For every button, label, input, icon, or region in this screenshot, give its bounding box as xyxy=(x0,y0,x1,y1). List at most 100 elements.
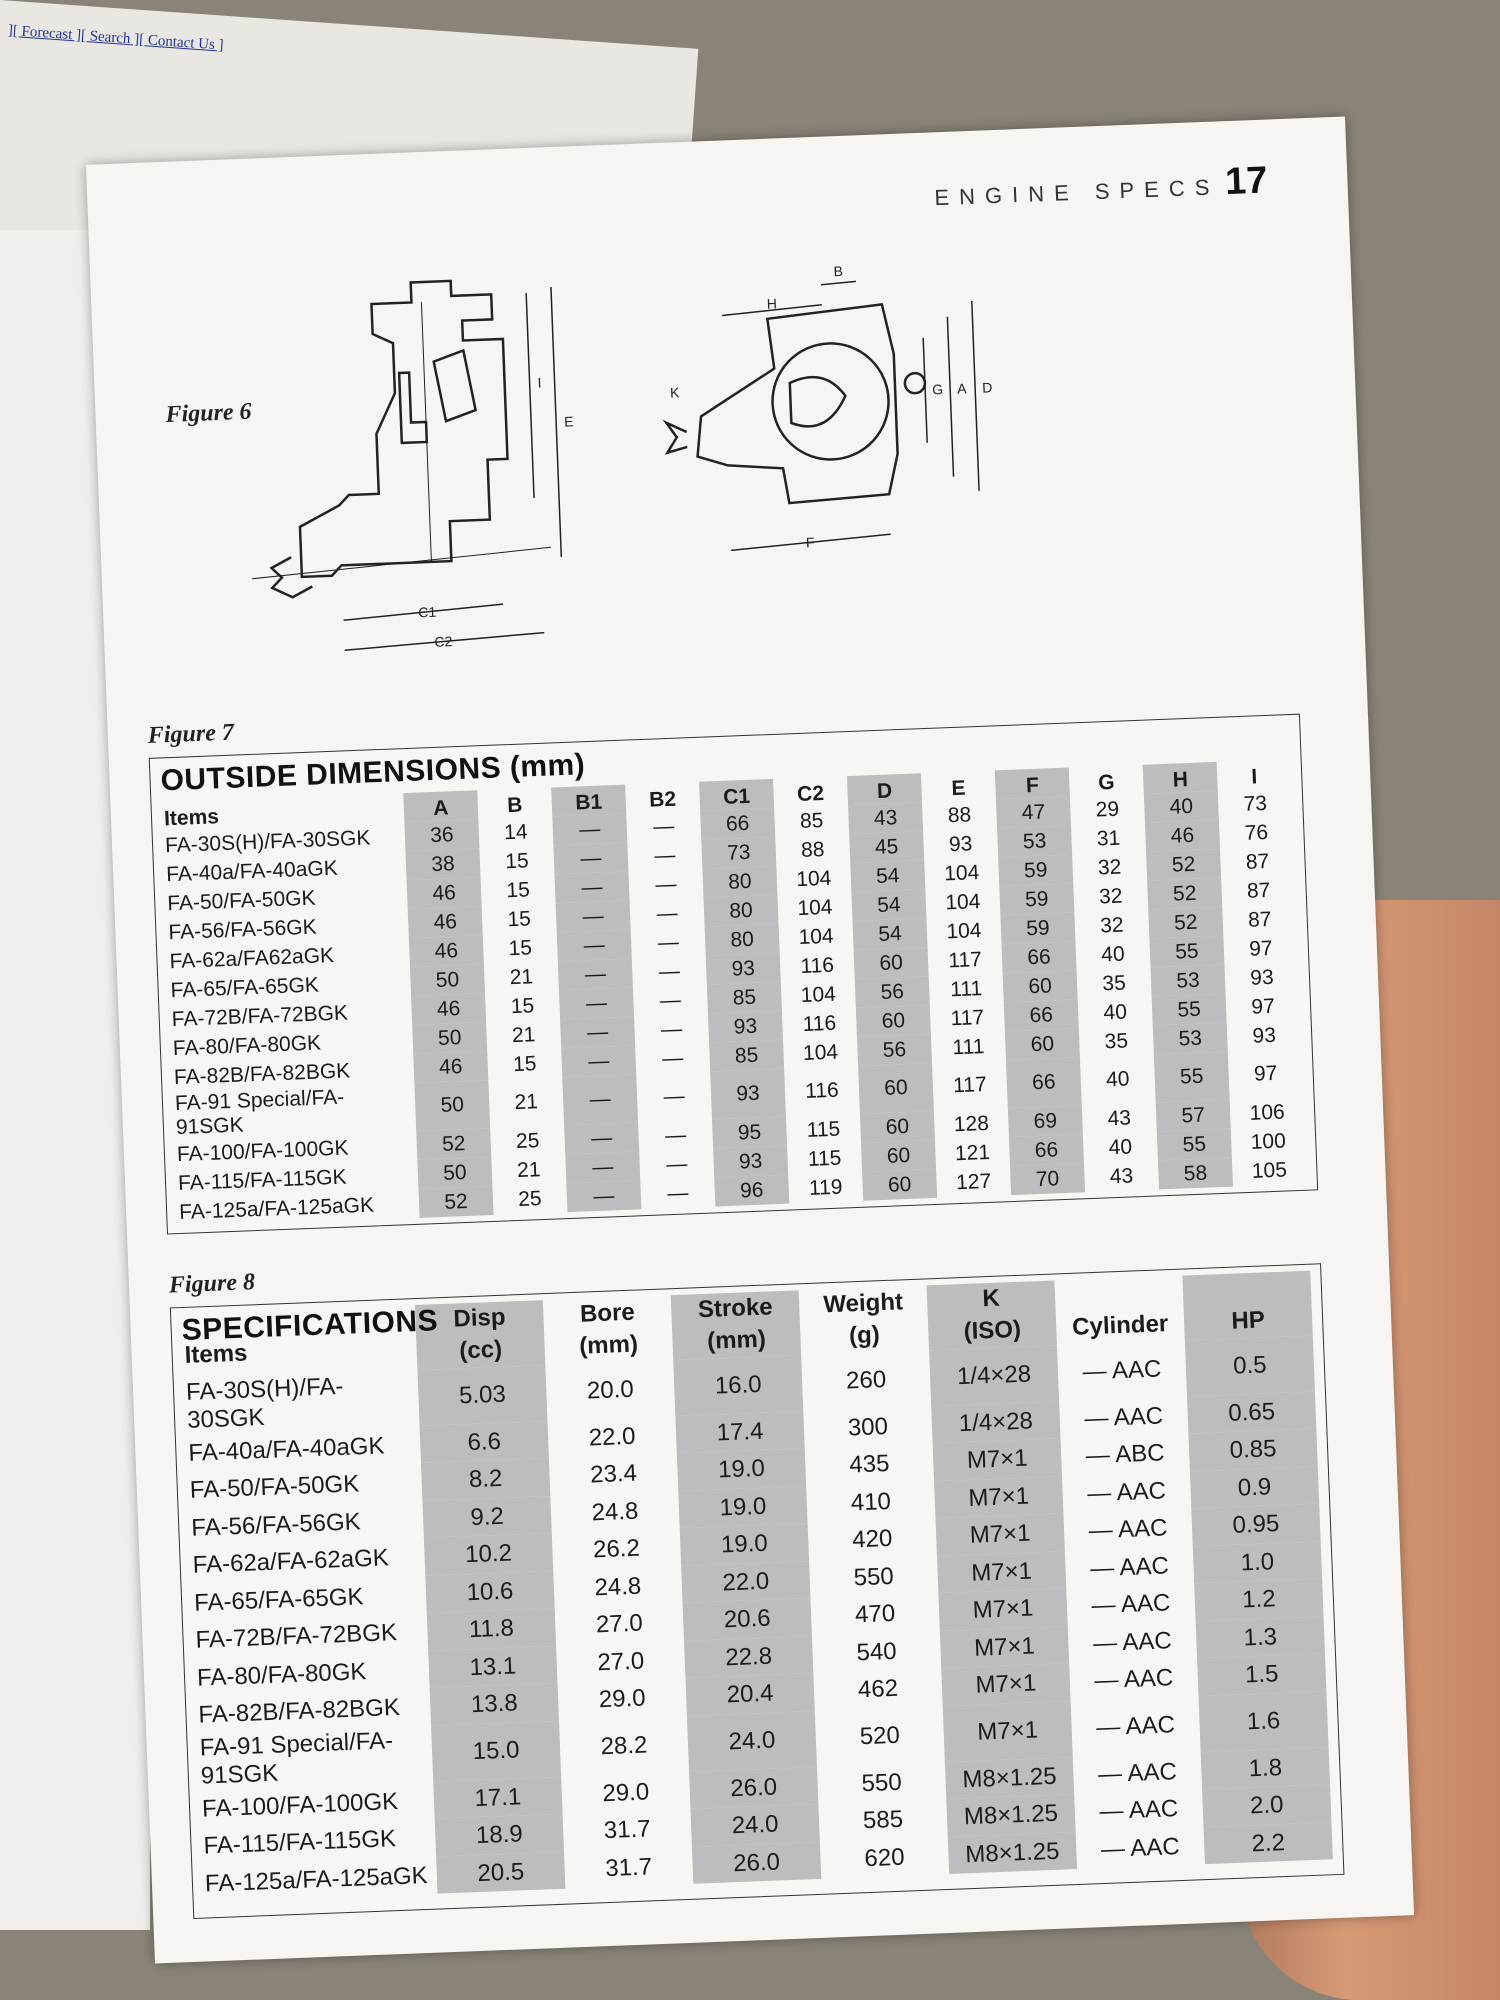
cell: 117 xyxy=(950,1005,985,1030)
cell: 59 xyxy=(999,883,1075,916)
cell: 13.1 xyxy=(428,1645,558,1689)
cell: 117 xyxy=(952,1072,988,1098)
cell: 21 xyxy=(511,1022,536,1047)
cell: 47 xyxy=(995,796,1072,829)
cell: M7×1 xyxy=(932,1438,1062,1482)
cell: 60 xyxy=(862,1168,938,1201)
cell: — xyxy=(552,813,628,846)
specs-table: Items Disp (cc) Bore (mm) Stroke (mm) Weight (g)… xyxy=(181,1270,1333,1903)
web-links: ][ Forecast ][ Search ][ Contact Us ] xyxy=(7,22,225,54)
cell: 121 xyxy=(954,1140,991,1165)
cell: 128 xyxy=(953,1111,990,1136)
cell: 59 xyxy=(1000,912,1076,945)
cell: — AAC xyxy=(1099,1795,1179,1826)
column-header: G xyxy=(1097,770,1115,795)
dim-line xyxy=(722,303,822,317)
cell: 111 xyxy=(949,976,983,1001)
cell: 28.2 xyxy=(600,1731,648,1761)
cell: 56 xyxy=(856,1034,933,1066)
cell: 25 xyxy=(515,1128,540,1153)
cell: — xyxy=(554,871,630,904)
centerline xyxy=(420,302,432,562)
cell: — xyxy=(658,959,681,983)
cell: 53 xyxy=(1150,964,1226,997)
column-header: HP xyxy=(1182,1270,1313,1341)
cell: M7×1 xyxy=(938,1588,1068,1631)
cell: 32 xyxy=(1097,855,1122,880)
cell: 106 xyxy=(1249,1100,1286,1125)
cell: 29.0 xyxy=(601,1777,650,1807)
dim-label: H xyxy=(766,295,777,311)
cell: M8×1.25 xyxy=(944,1756,1075,1800)
cell: 435 xyxy=(848,1450,890,1479)
cell: 46 xyxy=(408,935,484,968)
column-header: A xyxy=(403,790,479,823)
cell: 26.0 xyxy=(689,1766,819,1810)
column-header: I xyxy=(1250,765,1258,789)
cell: 117 xyxy=(947,947,983,972)
cell: 1.2 xyxy=(1194,1578,1324,1622)
cell: 1/4×28 xyxy=(931,1401,1061,1444)
cell: 43 xyxy=(1109,1163,1134,1188)
header-text: Items xyxy=(184,1339,248,1370)
cell: 410 xyxy=(850,1487,892,1516)
cell: 46 xyxy=(1144,819,1221,852)
cell: 32 xyxy=(1098,884,1123,908)
cell: 1.0 xyxy=(1192,1541,1323,1584)
cell: 470 xyxy=(854,1599,896,1629)
cell: M8×1.25 xyxy=(946,1794,1076,1837)
column-header: C1 xyxy=(699,778,775,811)
cell: 0.65 xyxy=(1186,1391,1317,1434)
cell: 70 xyxy=(1010,1163,1086,1196)
cell: 9.2 xyxy=(422,1495,552,1539)
cell: 87 xyxy=(1247,907,1272,932)
cell: 36 xyxy=(404,819,480,852)
cell: 60 xyxy=(858,1063,934,1114)
cell: 19.0 xyxy=(676,1448,807,1491)
cell: 20.0 xyxy=(586,1375,635,1405)
cell: 31.7 xyxy=(604,1852,653,1882)
cell: 80 xyxy=(703,894,779,927)
cell: 119 xyxy=(808,1175,843,1200)
cell: — xyxy=(661,1046,684,1070)
cell: 13.8 xyxy=(429,1683,559,1726)
booklet-page: ENGINE SPECS 17 Figure 6 I E C1 C2 xyxy=(85,116,1415,1964)
cell: 104 xyxy=(944,889,981,914)
cell: 60 xyxy=(853,947,929,979)
cell: — AAC xyxy=(1100,1832,1181,1863)
cell: 46 xyxy=(407,906,483,939)
cell: 38 xyxy=(405,848,481,881)
cell: 300 xyxy=(847,1412,889,1442)
cell: M7×1 xyxy=(941,1663,1071,1706)
cell: 17.1 xyxy=(433,1776,563,1819)
cell: 40 xyxy=(1105,1067,1130,1092)
cell: 104 xyxy=(798,924,835,949)
cell: — AAC xyxy=(1092,1626,1173,1657)
cell: 93 xyxy=(705,952,781,985)
cell: 20.4 xyxy=(685,1673,815,1716)
cell: 111 xyxy=(952,1034,985,1059)
cell: 18.9 xyxy=(434,1814,565,1857)
cell: 104 xyxy=(943,860,980,885)
cell: — xyxy=(561,1045,637,1078)
cell: 40 xyxy=(1103,1000,1128,1024)
column-header: E xyxy=(951,776,966,801)
header-text: (mm) xyxy=(706,1326,767,1356)
cell: 46 xyxy=(411,993,487,1025)
prop-nut xyxy=(662,419,688,455)
cell: 116 xyxy=(804,1078,840,1103)
cell: 60 xyxy=(859,1110,935,1143)
cell: 16.0 xyxy=(673,1355,804,1416)
cell: 32 xyxy=(1099,913,1124,937)
cell: 550 xyxy=(853,1562,895,1591)
cell: 26.0 xyxy=(691,1841,822,1885)
column-header: Bore (mm) xyxy=(543,1295,673,1365)
cell: 104 xyxy=(796,895,833,920)
dim-line xyxy=(922,337,928,443)
cell: — AAC xyxy=(1083,1401,1164,1432)
cell: 260 xyxy=(845,1365,887,1395)
cell: — xyxy=(666,1180,689,1205)
dim-label: K xyxy=(670,384,681,400)
cell: — xyxy=(652,814,675,839)
cell: — AAC xyxy=(1091,1589,1171,1620)
